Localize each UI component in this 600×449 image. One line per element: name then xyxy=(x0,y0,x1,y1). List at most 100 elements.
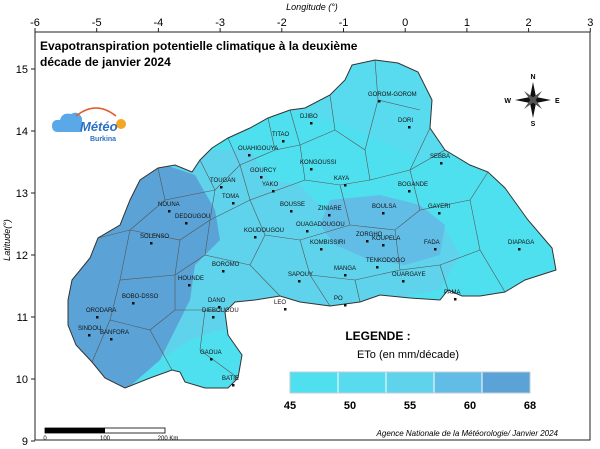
svg-text:Météo: Météo xyxy=(80,119,118,134)
place-name: GAYERI xyxy=(428,204,451,210)
y-tick-label: 11 xyxy=(17,312,28,324)
place-bobo-dsso: BOBO-DSSO xyxy=(122,294,159,305)
place-name: PAMA xyxy=(444,290,461,296)
place-toma: TOMA xyxy=(222,194,239,205)
place-fada: FADA xyxy=(424,240,440,251)
place-boromo: BOROMO xyxy=(212,262,240,273)
y-tick-label: 10 xyxy=(16,374,28,386)
legend-swatch xyxy=(433,371,483,394)
place-name: SEBBA xyxy=(430,154,450,160)
place-name: OUARGAYE xyxy=(392,272,426,278)
place-name: BOGANDE xyxy=(398,182,428,188)
place-name: NOUNA xyxy=(158,202,180,208)
place-ouargaye: OUARGAYE xyxy=(392,272,426,283)
place-name: YAKO xyxy=(262,182,279,188)
place-labels: GOROM-GOROM DORI DJIBO TITAO OUAHIGOUYA GOURC… xyxy=(78,92,534,387)
place-koudougou: KOUDOUGOU xyxy=(244,228,284,239)
x-axis: -6 -5 -4 -3 -2 -1 0 1 2 3 xyxy=(30,17,593,32)
place-ouahigouya: OUAHIGOUYA xyxy=(238,146,278,157)
place-banfora: BANFORA xyxy=(100,330,129,341)
place-diapaga: DIAPAGA xyxy=(508,240,534,251)
place-name: BOBO-DSSO xyxy=(122,294,159,300)
place-name: KOUPELA xyxy=(372,236,400,242)
place-name: SINDOU xyxy=(78,326,101,332)
legend-value: 45 xyxy=(284,400,296,412)
compass-north-label: N xyxy=(530,74,535,81)
legend: LEGENDE : ETo (en mm/décade) 45 50 55 60 68 xyxy=(284,329,536,412)
legend-swatch xyxy=(481,371,531,394)
place-zorgho: ZORGHO xyxy=(356,232,383,243)
x-tick-label: -5 xyxy=(92,17,102,29)
credit-text: Agence Nationale de la Météorologie/ Jan… xyxy=(376,429,559,438)
y-axis-title: Latitude(°) xyxy=(2,219,12,261)
place-kaya: KAYA xyxy=(334,176,349,187)
place-koupela: KOUPELA xyxy=(372,236,400,247)
place-name: MANGA xyxy=(334,266,356,272)
place-name: KOUDOUGOU xyxy=(244,228,284,234)
place-batie: BATIE xyxy=(222,376,239,387)
legend-title: LEGENDE : xyxy=(345,329,410,343)
place-gourcy: GOURCY xyxy=(250,168,276,179)
x-tick-label: -6 xyxy=(30,17,40,29)
compass-west-label: W xyxy=(504,98,511,105)
place-name: GAOUA xyxy=(200,350,222,356)
place-solenso: SOLENSO xyxy=(140,234,169,245)
place-bogande: BOGANDE xyxy=(398,182,428,193)
place-name: DEDOUGOU xyxy=(175,214,210,220)
x-tick-label: -1 xyxy=(339,17,349,29)
place-name: FADA xyxy=(424,240,440,246)
place-titao: TITAO xyxy=(272,132,290,143)
legend-swatch xyxy=(289,371,339,394)
legend-subtitle: ETo (en mm/décade) xyxy=(357,349,459,361)
place-sapouy: SAPOUY xyxy=(288,272,313,283)
place-orodara: ORODARA xyxy=(86,308,116,319)
place-leo: LEO xyxy=(274,300,287,311)
y-tick-label: 13 xyxy=(16,188,28,200)
y-tick-label: 14 xyxy=(16,126,28,138)
place-name: TOUGAN xyxy=(210,178,236,184)
place-name: TOMA xyxy=(222,194,239,200)
place-dano: DANO xyxy=(208,298,226,309)
map-title-line2: décade de janvier 2024 xyxy=(40,55,171,69)
place-manga: MANGA xyxy=(334,266,356,277)
place-name: KOMBISSIRI xyxy=(310,240,345,246)
compass-rose: N S E W xyxy=(504,74,560,128)
rainbow-icon xyxy=(75,107,117,117)
place-sindou: SINDOU xyxy=(78,326,101,337)
place-name: LEO xyxy=(274,300,286,306)
x-tick-label: 2 xyxy=(526,17,532,29)
legend-value: 60 xyxy=(464,400,476,412)
compass-east-label: E xyxy=(555,98,560,105)
place-kongoussi: KONGOUSSI xyxy=(300,160,337,171)
scale-label-0: 0 xyxy=(43,436,47,442)
place-boulsa: BOULSA xyxy=(372,204,396,215)
place-name: KONGOUSSI xyxy=(300,160,337,166)
place-djibo: DJIBO xyxy=(300,114,318,125)
place-name: HOUNDE xyxy=(178,276,204,282)
place-po: PO xyxy=(334,296,347,307)
place-yako: YAKO xyxy=(262,182,279,193)
place-name: TENKODOGO xyxy=(366,258,405,264)
place-ouagadougou: OUAGADOUGOU xyxy=(296,222,345,233)
place-name: DORI xyxy=(398,118,413,124)
place-name: GOROM-GOROM xyxy=(368,92,417,98)
legend-swatch xyxy=(337,371,387,394)
x-axis-title: Longitude (°) xyxy=(286,2,338,12)
place-kombissiri: KOMBISSIRI xyxy=(310,240,345,251)
place-name: TITAO xyxy=(272,132,290,138)
place-ziniare: ZINIARE xyxy=(318,206,342,217)
y-tick-label: 15 xyxy=(16,64,28,76)
x-tick-label: -3 xyxy=(215,17,225,29)
x-tick-label: 1 xyxy=(464,17,470,29)
place-nouna: NOUNA xyxy=(158,202,180,213)
scale-bar: 0 100 200 Km xyxy=(43,427,178,442)
legend-value: 55 xyxy=(404,400,416,412)
legend-value: 50 xyxy=(344,400,356,412)
meteo-burkina-logo: Météo Burkina xyxy=(52,107,126,143)
compass-south-label: S xyxy=(531,121,536,128)
sun-icon xyxy=(116,119,126,129)
place-gorom-gorom: GOROM-GOROM xyxy=(368,92,417,103)
x-tick-label: 0 xyxy=(402,17,408,29)
cloud-icon xyxy=(52,112,82,132)
place-name: SAPOUY xyxy=(288,272,313,278)
